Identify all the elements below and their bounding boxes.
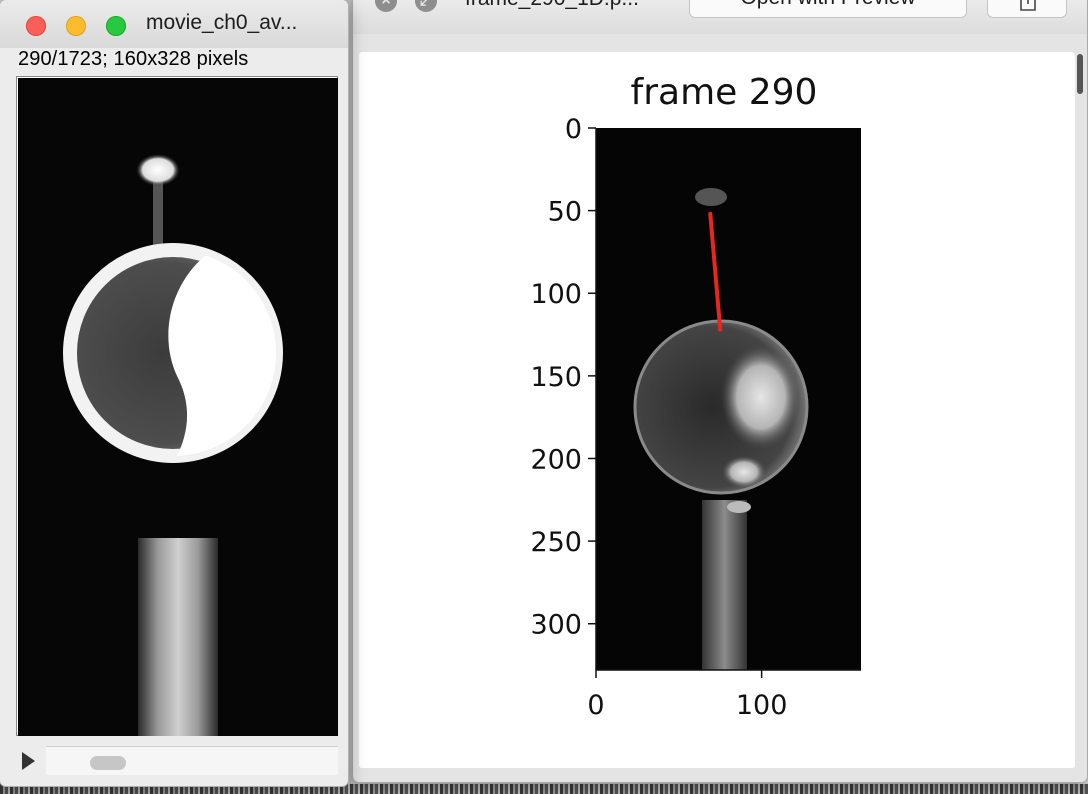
pipette-tip: [695, 188, 727, 206]
y-tick-label: 50: [548, 197, 582, 228]
close-button[interactable]: [26, 16, 46, 36]
y-tick-label: 0: [565, 114, 582, 145]
y-axis: 0 50 100 150 200 250 300: [530, 114, 597, 670]
window-title: movie_ch0_av...: [146, 11, 298, 34]
bright-region: [721, 345, 801, 449]
bright-region-lower: [722, 456, 766, 488]
stem: [138, 538, 218, 736]
x-axis: 0 100: [587, 669, 861, 721]
frame-slider[interactable]: [16, 744, 338, 776]
overlay-line: [708, 211, 723, 332]
play-icon[interactable]: [22, 752, 35, 770]
frame-plot: frame 290 0 50 100 150 200 250 300 0 100: [530, 72, 861, 721]
y-tick-label: 300: [530, 610, 582, 641]
minimize-button[interactable]: [66, 16, 86, 36]
x-tick-label: 0: [587, 690, 604, 721]
plot-title: frame 290: [631, 72, 818, 113]
quicklook-titlebar: × ⤢ frame_290_1D.p... Open with Preview: [353, 0, 1087, 34]
imagej-titlebar: movie_ch0_av...: [0, 0, 348, 48]
y-tick-label: 250: [530, 527, 582, 558]
pipette-tip: [136, 154, 180, 186]
neck-highlight: [727, 501, 751, 513]
desktop-strip: [0, 784, 1088, 794]
file-name: frame_290_1D.p...: [465, 0, 639, 11]
frame-thumb[interactable]: [90, 756, 126, 770]
y-tick-label: 150: [530, 362, 582, 393]
imagej-window: movie_ch0_av... 290/1723; 160x328 pixels: [0, 0, 348, 786]
stem: [702, 500, 747, 670]
close-icon[interactable]: ×: [375, 0, 397, 12]
quicklook-scroll-thumb[interactable]: [1077, 54, 1083, 94]
preview-content: frame 290 0 50 100 150 200 250 300 0 100: [359, 52, 1075, 768]
fullscreen-icon[interactable]: ⤢: [415, 0, 437, 12]
frame-track[interactable]: [46, 746, 338, 775]
quicklook-window: × ⤢ frame_290_1D.p... Open with Preview: [353, 0, 1087, 782]
open-with-preview-button[interactable]: Open with Preview: [689, 0, 967, 18]
y-tick-label: 200: [530, 444, 582, 475]
maximize-button[interactable]: [106, 16, 126, 36]
bright-crescent: [168, 250, 276, 456]
y-tick-label: 100: [530, 279, 582, 310]
image-canvas[interactable]: [16, 76, 338, 736]
cell-image: [633, 188, 809, 670]
quicklook-scrollbar[interactable]: [1075, 34, 1087, 782]
microscopy-image: [18, 78, 338, 736]
share-icon: [1020, 0, 1036, 11]
x-tick-label: 100: [736, 690, 788, 721]
share-button[interactable]: [987, 0, 1067, 18]
image-info: 290/1723; 160x328 pixels: [18, 48, 249, 70]
